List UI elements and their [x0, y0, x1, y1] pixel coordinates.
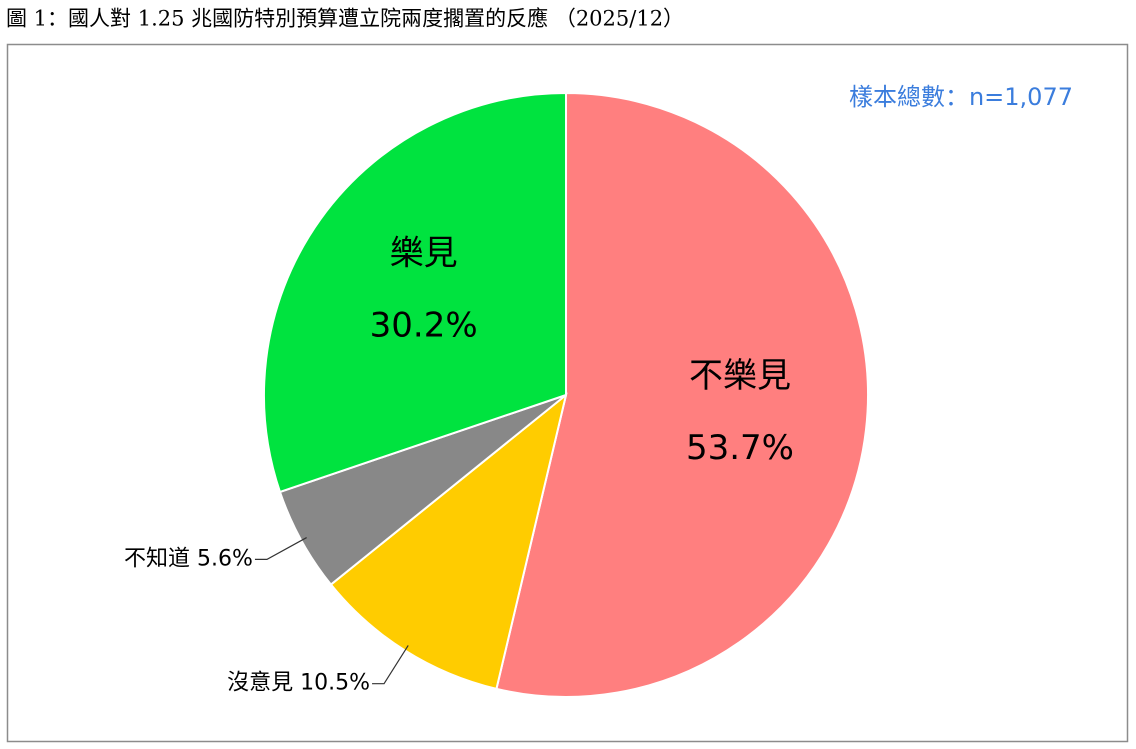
outer-label: 不知道 5.6% [124, 546, 253, 571]
value-label: 10.5% [300, 671, 370, 696]
pie-slice [495, 91, 869, 698]
slice-label: 樂見 [390, 233, 458, 273]
chart-title: 圖 1：國人對 1.25 兆國防特別預算遭立院兩度擱置的反應 （2025/12） [6, 7, 684, 31]
slice-label: 不知道 [124, 546, 190, 571]
outer-label: 沒意見 10.5% [227, 671, 370, 696]
chart-border [6, 43, 1129, 743]
value-label: 5.6% [197, 546, 253, 571]
pie-slice [263, 91, 567, 494]
value-label: 30.2% [370, 305, 478, 345]
slice-label: 沒意見 [227, 671, 293, 696]
labels: 不樂見 53.7% 沒意見 10.5% 不知道 5.6% 樂見 30.2% [124, 233, 794, 695]
value-label: 53.7% [686, 428, 794, 468]
slices [263, 91, 869, 698]
slice-label: 不樂見 [689, 356, 791, 396]
leader-line [254, 537, 307, 561]
leader-line [372, 645, 409, 685]
annotation: 樣本總數：n=1,077 [849, 83, 1073, 111]
